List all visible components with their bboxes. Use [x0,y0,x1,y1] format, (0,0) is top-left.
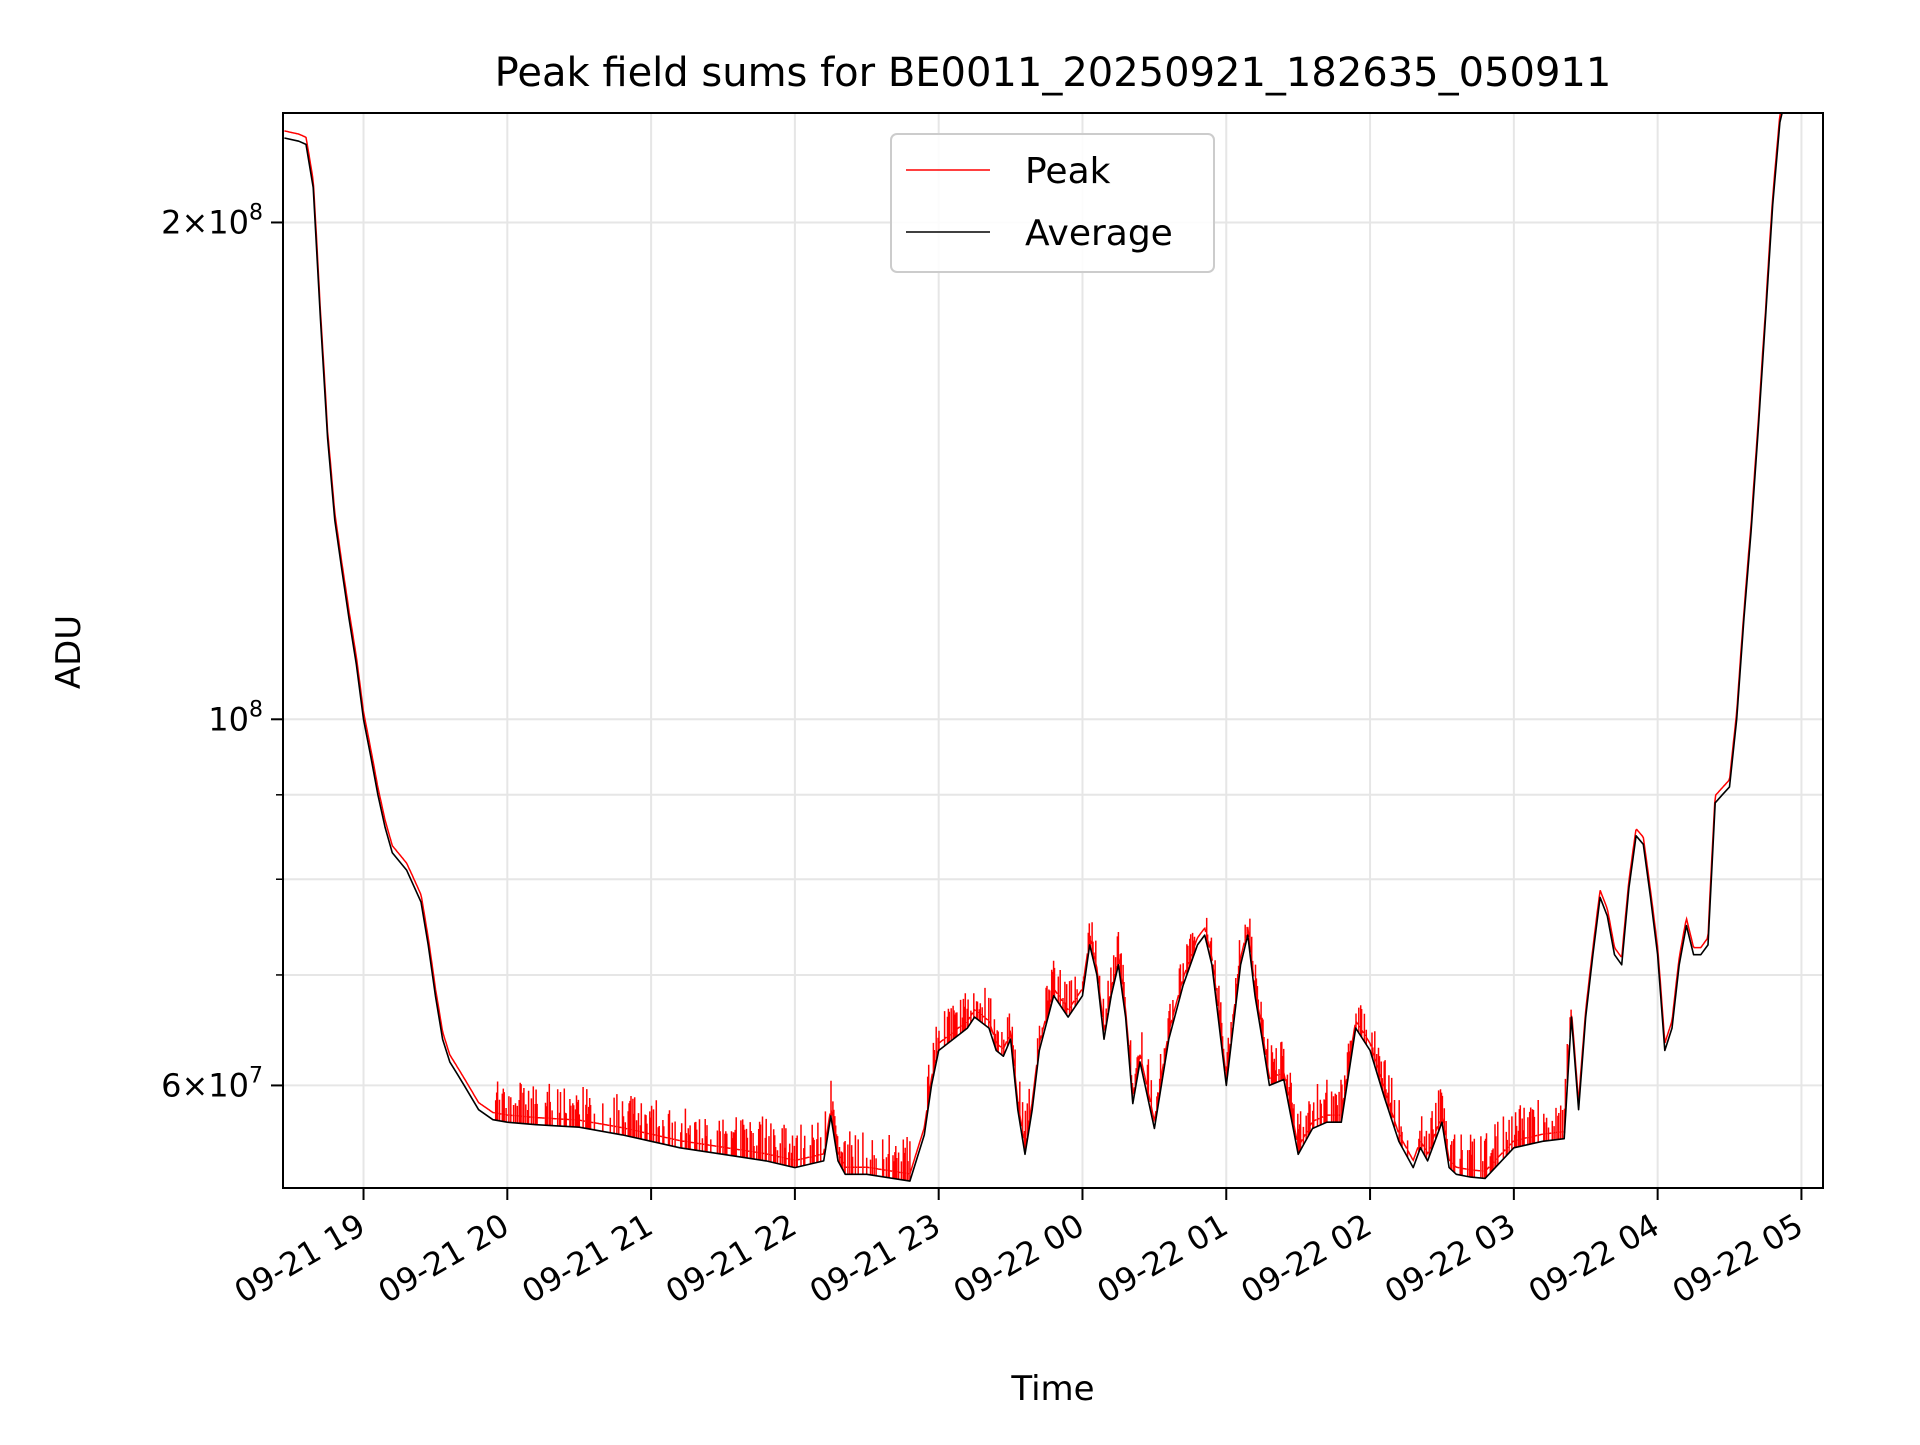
y-tick-label: 6×107 [161,1063,263,1104]
legend-label-average: Average [1025,213,1173,254]
series-layer [284,113,1783,1182]
series-average-line [284,113,1783,1182]
x-axis-label: Time [1010,1369,1094,1409]
legend-label-peak: Peak [1025,151,1111,192]
legend: Peak Average [890,133,1215,273]
series-peak-line [284,113,1782,1182]
y-axis-label: ADU [49,615,89,689]
y-tick-label: 108 [208,697,263,738]
axes-frame [282,112,1824,1189]
chart-title: Peak field sums for BE0011_20250921_1826… [495,50,1612,96]
legend-frame [890,133,1215,273]
y-tick-label: 2×108 [161,200,263,241]
